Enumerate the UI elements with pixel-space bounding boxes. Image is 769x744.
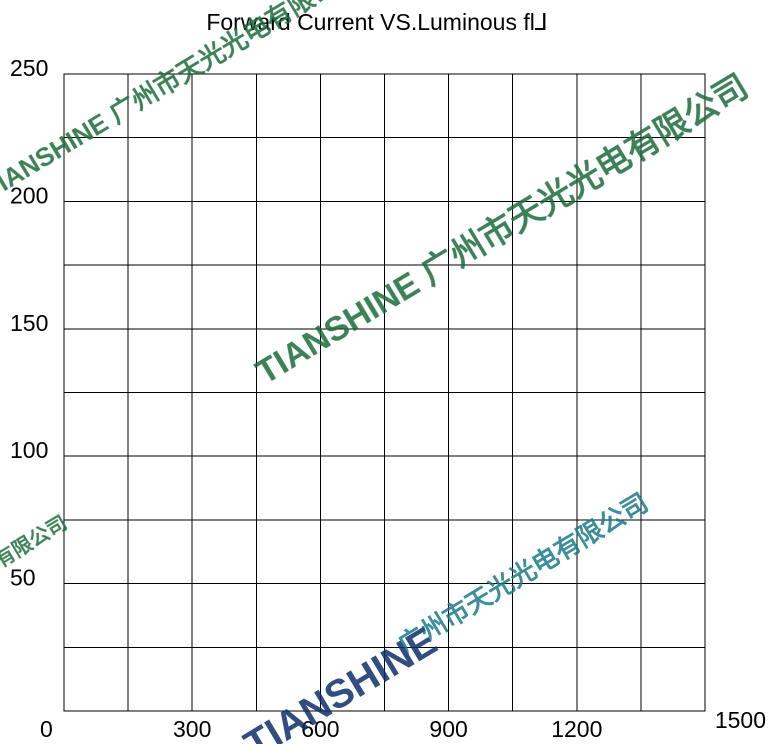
grid bbox=[64, 74, 705, 711]
plot-frame bbox=[63, 73, 706, 712]
x-tick-label: 1500 bbox=[715, 707, 766, 733]
x-tick-label: 1200 bbox=[551, 716, 602, 742]
x-tick-label: 900 bbox=[429, 716, 467, 742]
y-tick-label: 200 bbox=[10, 182, 48, 208]
y-axis-tick-labels: 250 200 150 100 50 bbox=[10, 55, 48, 591]
x-tick-label: 600 bbox=[301, 716, 339, 742]
y-tick-label: 150 bbox=[10, 310, 48, 336]
watermark-text-bottom: TIANSHINE bbox=[237, 619, 444, 744]
y-tick-label: 100 bbox=[10, 437, 48, 463]
y-tick-label: 50 bbox=[10, 565, 36, 591]
x-axis-tick-labels: 0 300 600 900 1200 1500 bbox=[40, 707, 766, 742]
x-tick-label: 0 bbox=[40, 716, 53, 742]
y-tick-label: 250 bbox=[10, 55, 48, 81]
x-tick-label: 300 bbox=[173, 716, 211, 742]
chart-title: Forward Current VS.Luminous fl⅃ bbox=[206, 9, 547, 35]
watermark-text-middle: TIANSHINE 广州市天光光电有限公司 bbox=[249, 67, 755, 392]
watermark-text-lower-right: 广州市天光光电有限公司 bbox=[393, 487, 654, 660]
